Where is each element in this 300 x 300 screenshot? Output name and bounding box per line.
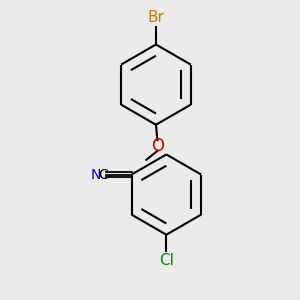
- Text: O: O: [151, 136, 164, 154]
- Text: C: C: [98, 167, 108, 182]
- Text: Br: Br: [148, 10, 164, 25]
- Text: Cl: Cl: [159, 253, 174, 268]
- Text: N: N: [91, 167, 101, 182]
